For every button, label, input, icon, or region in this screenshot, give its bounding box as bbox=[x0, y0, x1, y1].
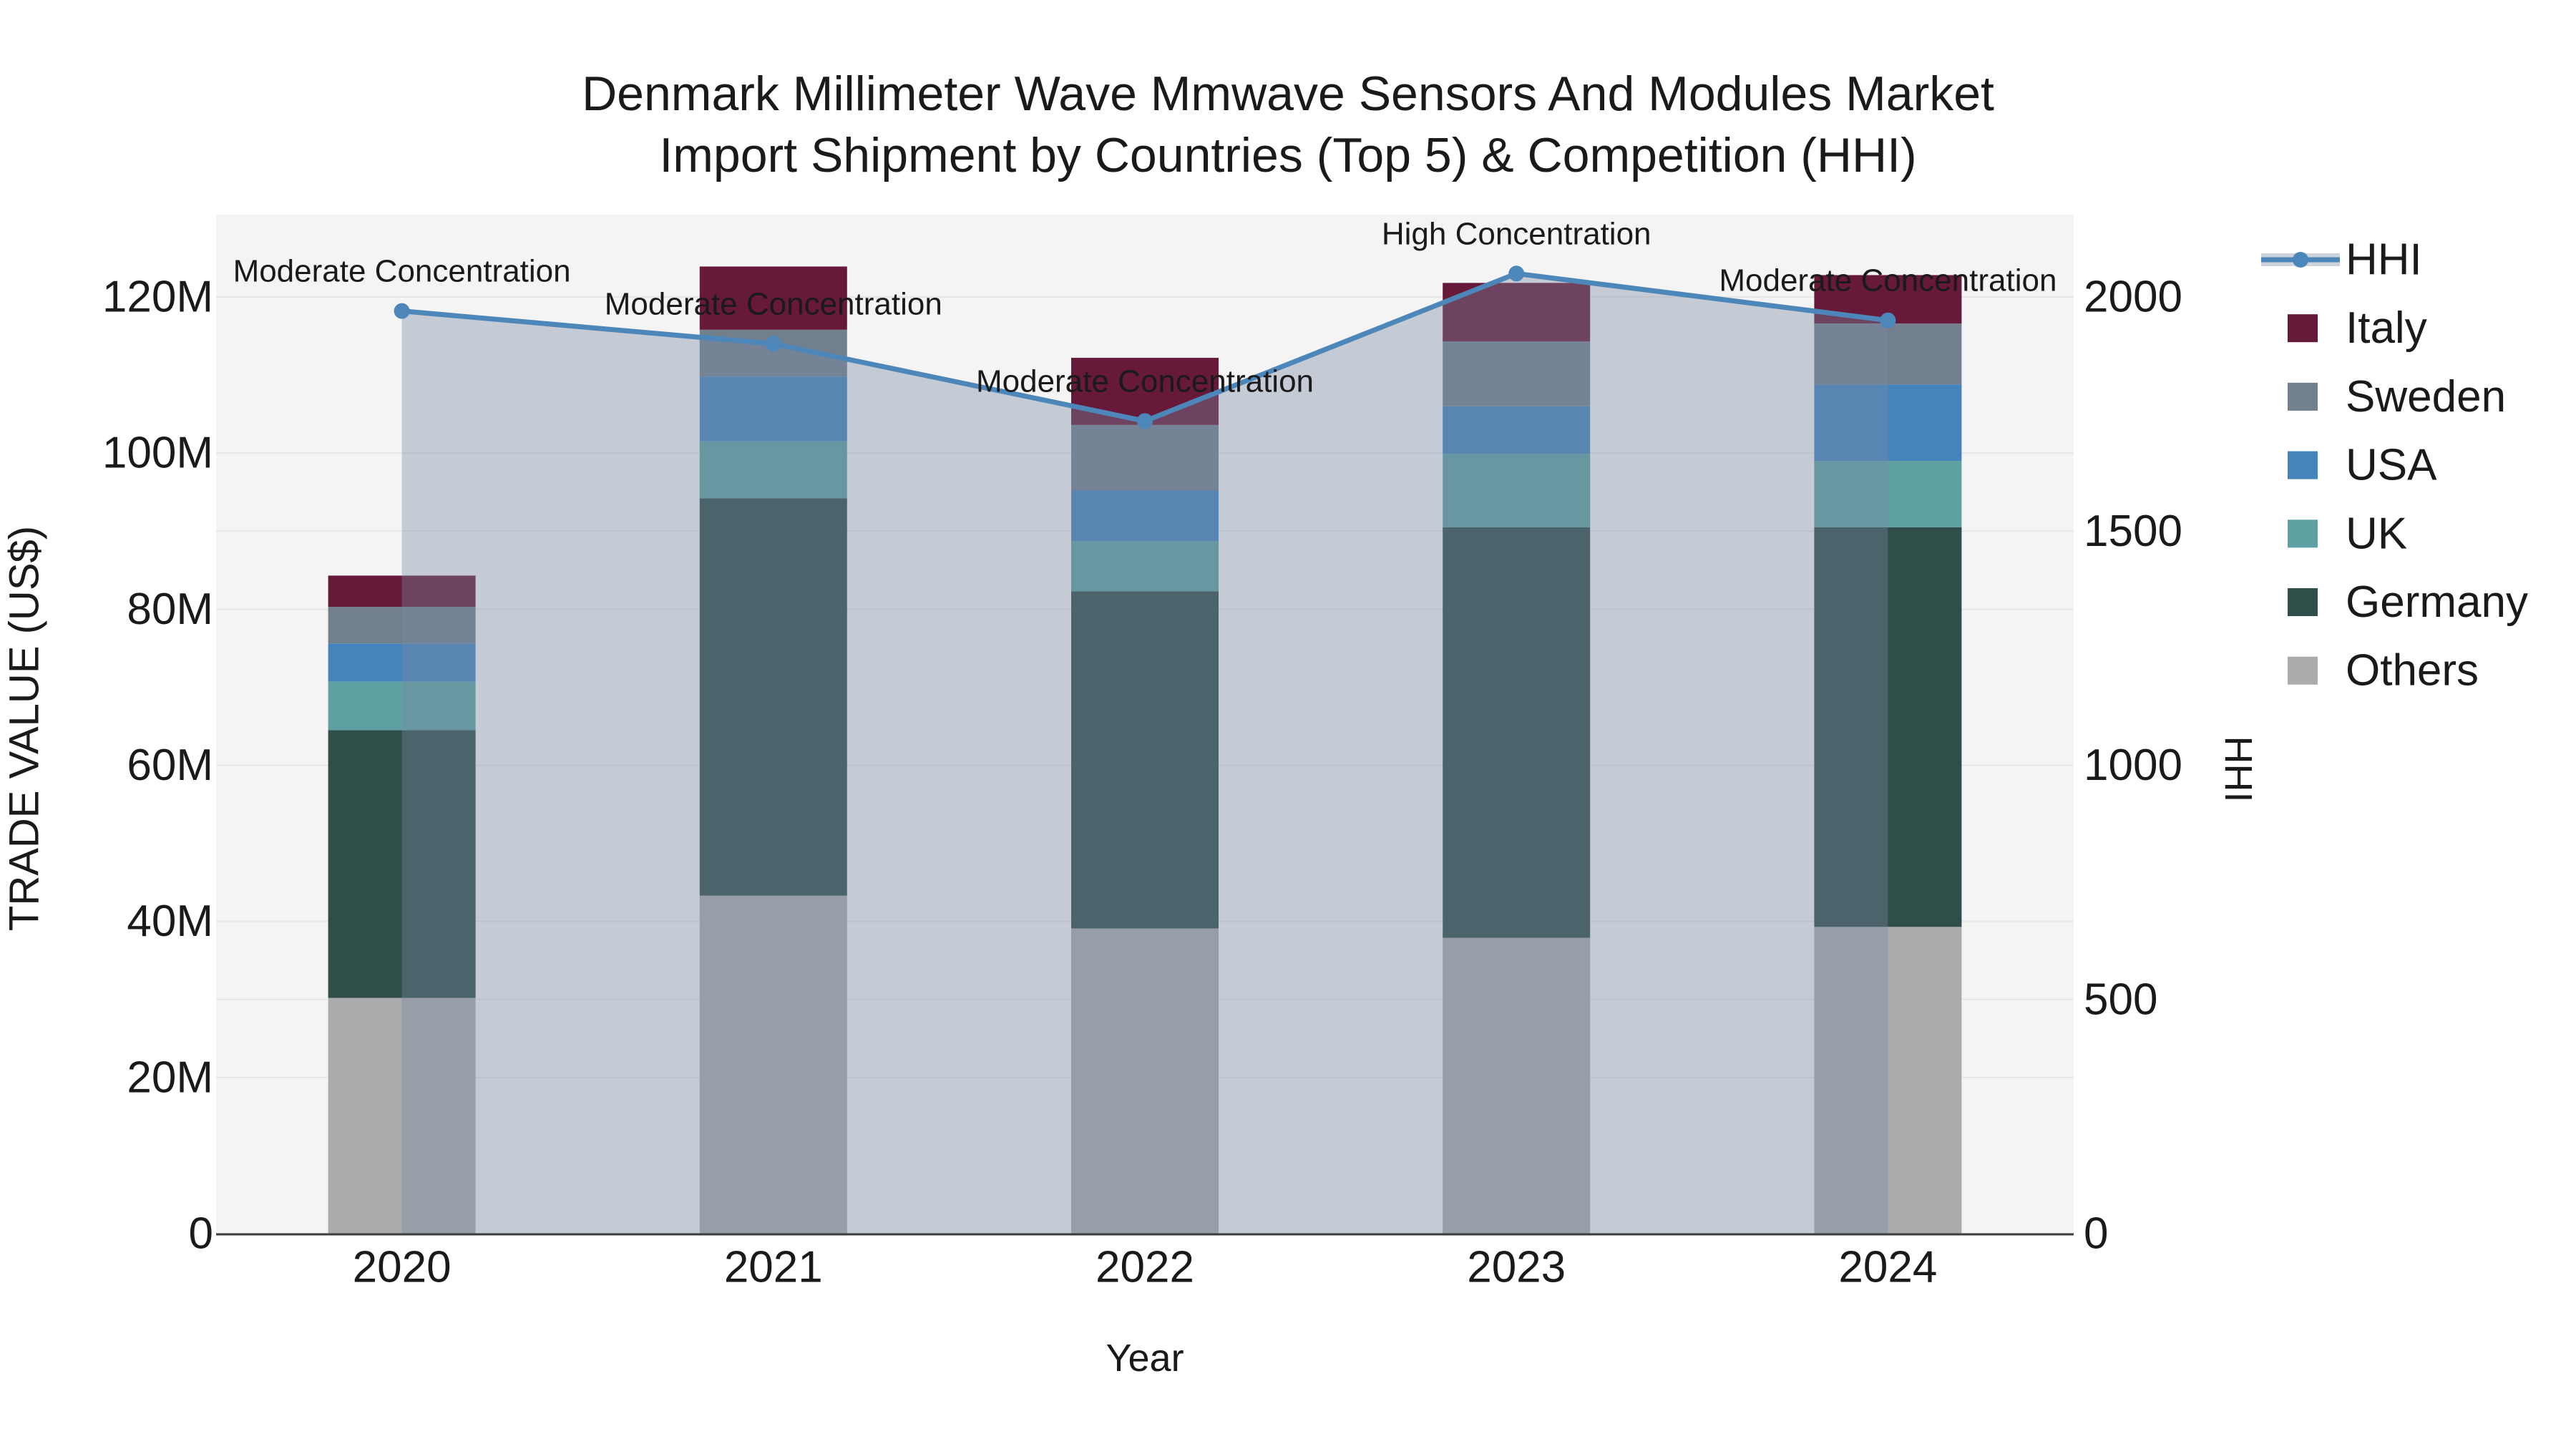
bar-segment-usa-2024[interactable] bbox=[1814, 384, 1962, 462]
bar-segment-others-2022[interactable] bbox=[1071, 928, 1219, 1234]
bars bbox=[328, 266, 1962, 1234]
legend-swatch-usa bbox=[2288, 451, 2318, 479]
legend-item-sweden[interactable]: Sweden bbox=[2288, 372, 2506, 421]
bar-segment-others-2023[interactable] bbox=[1443, 937, 1591, 1234]
bar-segment-uk-2024[interactable] bbox=[1814, 461, 1962, 527]
x-tick-label-2020: 2020 bbox=[353, 1243, 452, 1292]
legend-swatch-germany bbox=[2288, 588, 2318, 616]
bar-segment-sweden-2020[interactable] bbox=[328, 607, 476, 644]
hhi-marker-2024[interactable] bbox=[1880, 312, 1896, 328]
bar-segment-italy-2020[interactable] bbox=[328, 575, 476, 608]
legend: HHI Italy Sweden USA UK Germany Others bbox=[2261, 235, 2528, 696]
legend-label-uk: UK bbox=[2346, 509, 2407, 558]
y-right-tick-label: 0 bbox=[2084, 1209, 2108, 1259]
bar-segment-usa-2023[interactable] bbox=[1443, 406, 1591, 454]
annotation-2020: Moderate Concentration bbox=[233, 254, 571, 289]
legend-label-germany: Germany bbox=[2346, 577, 2528, 627]
annotation-2023: High Concentration bbox=[1382, 216, 1652, 251]
legend-item-usa[interactable]: USA bbox=[2288, 441, 2437, 490]
x-tick-label-2021: 2021 bbox=[724, 1243, 823, 1292]
legend-label-sweden: Sweden bbox=[2346, 372, 2506, 421]
annotation-2021: Moderate Concentration bbox=[605, 286, 942, 321]
legend-label-others: Others bbox=[2346, 646, 2479, 696]
bar-segment-uk-2022[interactable] bbox=[1071, 541, 1219, 592]
bar-segment-usa-2022[interactable] bbox=[1071, 490, 1219, 542]
chart-title-line1: Denmark Millimeter Wave Mmwave Sensors A… bbox=[582, 67, 1994, 121]
bar-segment-germany-2022[interactable] bbox=[1071, 591, 1219, 929]
annotation-2022: Moderate Concentration bbox=[976, 364, 1314, 399]
bar-segment-others-2024[interactable] bbox=[1814, 927, 1962, 1234]
bar-segment-germany-2021[interactable] bbox=[699, 498, 847, 896]
legend-swatch-sweden bbox=[2288, 382, 2318, 411]
legend-item-others[interactable]: Others bbox=[2288, 646, 2479, 696]
bar-segment-germany-2023[interactable] bbox=[1443, 527, 1591, 938]
bar-segment-uk-2020[interactable] bbox=[328, 681, 476, 731]
bar-segment-germany-2024[interactable] bbox=[1814, 527, 1962, 927]
legend-label-usa: USA bbox=[2346, 441, 2437, 490]
y-left-tick-label: 80M bbox=[127, 585, 213, 634]
y-left-tick-label: 40M bbox=[127, 897, 213, 946]
legend-label-italy: Italy bbox=[2346, 303, 2427, 353]
x-tick-label-2024: 2024 bbox=[1838, 1243, 1937, 1292]
bar-segment-others-2020[interactable] bbox=[328, 997, 476, 1234]
bar-segment-italy-2021[interactable] bbox=[699, 266, 847, 330]
hhi-marker-2023[interactable] bbox=[1508, 265, 1525, 282]
y-left-tick-label: 0 bbox=[189, 1209, 213, 1259]
bar-segment-sweden-2022[interactable] bbox=[1071, 424, 1219, 491]
bar-segment-uk-2021[interactable] bbox=[699, 441, 847, 499]
y-axis-right-title: HHI bbox=[2217, 736, 2260, 803]
legend-swatch-others bbox=[2288, 656, 2318, 685]
y-right-tick-label: 2000 bbox=[2084, 273, 2182, 322]
y-axis-left-title: TRADE VALUE (US$) bbox=[1, 526, 48, 931]
y-left-tick-label: 60M bbox=[127, 741, 213, 790]
hhi-marker-2020[interactable] bbox=[394, 303, 410, 319]
legend-item-hhi[interactable]: HHI bbox=[2261, 235, 2422, 285]
bar-segment-usa-2020[interactable] bbox=[328, 643, 476, 682]
legend-marker-sample bbox=[2293, 252, 2308, 268]
bar-segment-germany-2020[interactable] bbox=[328, 730, 476, 998]
bar-segment-others-2021[interactable] bbox=[699, 895, 847, 1234]
legend-label-hhi: HHI bbox=[2346, 235, 2422, 285]
y-left-tick-label: 20M bbox=[127, 1053, 213, 1102]
y-right-tick-label: 1500 bbox=[2084, 507, 2182, 556]
y-right-tick-label: 500 bbox=[2084, 975, 2157, 1024]
annotation-2024: Moderate Concentration bbox=[1719, 263, 2057, 298]
legend-item-uk[interactable]: UK bbox=[2288, 509, 2407, 558]
x-axis-title: Year bbox=[1106, 1337, 1184, 1380]
bar-segment-usa-2021[interactable] bbox=[699, 376, 847, 441]
x-tick-label-2022: 2022 bbox=[1096, 1243, 1194, 1292]
legend-item-italy[interactable]: Italy bbox=[2288, 303, 2427, 353]
chart-title-line2: Import Shipment by Countries (Top 5) & C… bbox=[659, 128, 1916, 182]
bar-segment-sweden-2023[interactable] bbox=[1443, 341, 1591, 406]
y-right-tick-label: 1000 bbox=[2084, 741, 2182, 790]
y-left-tick-label: 100M bbox=[102, 429, 213, 478]
hhi-marker-2021[interactable] bbox=[765, 336, 781, 352]
hhi-marker-2022[interactable] bbox=[1137, 413, 1153, 429]
y-left-tick-label: 120M bbox=[102, 273, 213, 322]
bar-segment-sweden-2024[interactable] bbox=[1814, 323, 1962, 385]
legend-swatch-italy bbox=[2288, 314, 2318, 343]
legend-swatch-uk bbox=[2288, 519, 2318, 548]
legend-item-germany[interactable]: Germany bbox=[2288, 577, 2528, 627]
hhi-area bbox=[401, 273, 1888, 1234]
bar-segment-uk-2023[interactable] bbox=[1443, 454, 1591, 527]
x-tick-label-2023: 2023 bbox=[1467, 1243, 1566, 1292]
